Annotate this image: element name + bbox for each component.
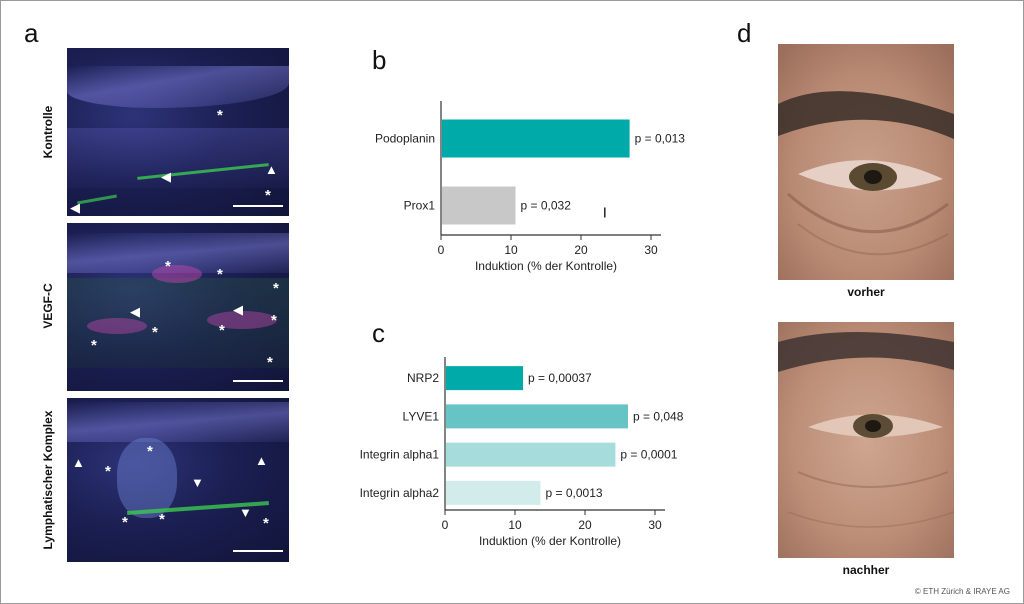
copyright-note: © ETH Zürich & IRAYE AG <box>914 587 1010 596</box>
star-marker: * <box>217 107 223 124</box>
arrowhead-marker: ▲ <box>72 455 85 470</box>
scale-bar <box>233 205 283 207</box>
p-value-label: p = 0,048 <box>633 409 684 423</box>
star-marker: * <box>122 514 128 531</box>
arrowhead-marker: ▼ <box>239 505 252 520</box>
x-axis-label: Induktion (% der Kontrolle) <box>479 534 621 548</box>
micrograph-lymphatischer-komplex: * * * * * ▲ ▼ ▲ ▼ <box>67 398 289 562</box>
photo-after <box>778 322 954 558</box>
caption-after: nachher <box>842 563 890 577</box>
x-tick-label: 0 <box>438 243 445 257</box>
bar <box>446 480 541 505</box>
p-value-label: p = 0,0013 <box>546 486 603 500</box>
arrowhead-marker: ▼ <box>191 475 204 490</box>
bar <box>446 442 616 467</box>
star-marker: * <box>91 337 97 354</box>
panel-letter-c: c <box>372 318 385 348</box>
x-tick-label: 30 <box>644 243 658 257</box>
micrograph-vegf-c: * * * * * * * * ◀ ◀ <box>67 223 289 391</box>
x-axis-label: Induktion (% der Kontrolle) <box>475 259 617 273</box>
x-tick-label: 10 <box>508 518 522 532</box>
chart-panel-c: 0 10 20 30 Induktion (% der Kontrolle) NRP2 p … <box>360 357 684 548</box>
category-label: NRP2 <box>407 371 439 385</box>
chart-panel-b: 0 10 20 30 Induktion (% der Kontrolle) Podopl… <box>375 101 686 273</box>
p-value-label: p = 0,0001 <box>620 448 677 462</box>
star-marker: * <box>105 463 111 480</box>
category-label: Prox1 <box>404 199 436 213</box>
row-label-kontrolle: Kontrolle <box>41 105 55 159</box>
panel-letter-a: a <box>24 18 39 48</box>
photo-before <box>778 44 954 280</box>
x-tick-label: 10 <box>504 243 518 257</box>
arrowhead-marker: ▲ <box>255 453 268 468</box>
panel-letter-b: b <box>372 45 387 75</box>
star-marker: * <box>267 354 273 371</box>
row-label-lymphatischer-komplex: Lymphatischer Komplex <box>41 410 55 550</box>
micrograph-kontrolle: * * ◀ ▲ ◀ <box>67 48 289 216</box>
p-value-label: p = 0,013 <box>635 132 686 146</box>
arrowhead-marker: ◀ <box>130 304 140 319</box>
scale-bar <box>233 550 283 552</box>
row-label-vegf-c: VEGF-C <box>41 283 55 329</box>
arrowhead-marker: ◀ <box>70 200 80 215</box>
arrowhead-marker: ◀ <box>233 302 243 317</box>
x-tick-label: 20 <box>574 243 588 257</box>
category-label: Integrin alpha1 <box>360 448 440 462</box>
bar <box>442 186 516 225</box>
category-label: Integrin alpha2 <box>360 486 440 500</box>
star-marker: * <box>263 515 269 532</box>
arrowhead-marker: ▲ <box>265 162 278 177</box>
star-marker: * <box>217 266 223 283</box>
bar <box>446 366 523 391</box>
star-marker: * <box>165 258 171 275</box>
star-marker: * <box>273 280 279 297</box>
category-label: Podoplanin <box>375 132 435 146</box>
caption-before: vorher <box>847 285 885 299</box>
scale-bar <box>233 380 283 382</box>
star-marker: * <box>271 312 277 329</box>
p-value-label: p = 0,00037 <box>528 371 592 385</box>
p-value-label: p = 0,032 <box>521 199 572 213</box>
star-marker: * <box>159 511 165 528</box>
arrowhead-marker: ◀ <box>161 169 171 184</box>
bar <box>446 404 628 429</box>
star-marker: * <box>147 443 153 460</box>
star-marker: * <box>152 324 158 341</box>
panel-letter-d: d <box>737 18 752 48</box>
x-tick-label: 0 <box>442 518 449 532</box>
star-marker: * <box>265 187 271 204</box>
bar <box>442 119 630 158</box>
x-tick-label: 20 <box>578 518 592 532</box>
x-tick-label: 30 <box>648 518 662 532</box>
star-marker: * <box>219 322 225 339</box>
category-label: LYVE1 <box>403 409 440 423</box>
